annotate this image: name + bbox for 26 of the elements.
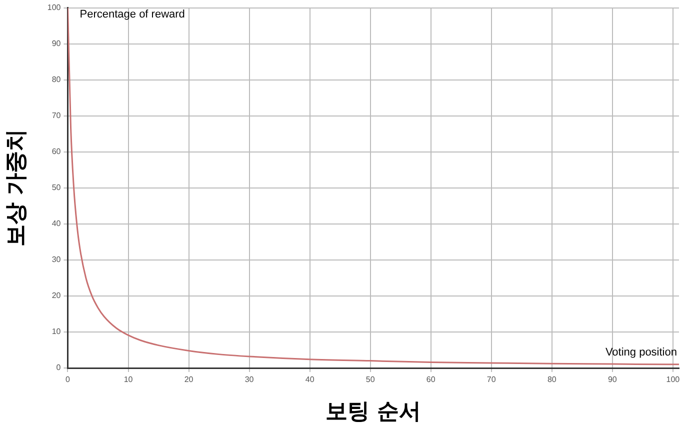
y-axis-title: 보상 가중치: [4, 129, 29, 247]
y-tick-label: 80: [52, 75, 62, 84]
x-tick-label: 80: [547, 375, 557, 384]
y-tick-label: 30: [52, 255, 62, 264]
x-tick-label: 0: [66, 375, 71, 384]
y-tick-label: 60: [52, 147, 62, 156]
y-tick-label: 10: [52, 327, 62, 336]
x-tick-label: 70: [486, 375, 496, 384]
x-tick-label: 60: [426, 375, 436, 384]
y-tick-label: 70: [52, 111, 62, 120]
y-tick-label: 50: [52, 183, 62, 192]
x-tick-label: 50: [366, 375, 376, 384]
x-axis-title: 보팅 순서: [326, 400, 422, 425]
y-tick-label: 0: [56, 363, 62, 372]
x-tick-label: 40: [305, 375, 315, 384]
y-tick-label: 40: [52, 219, 62, 228]
x-tick-label: 20: [184, 375, 194, 384]
y-tick-label: 100: [47, 3, 62, 12]
y-tick-label: 90: [52, 39, 62, 48]
x-tick-label: 100: [666, 375, 680, 384]
x-tick-label: 30: [244, 375, 254, 384]
x-tick-label: 10: [124, 375, 134, 384]
x-tick-label: 90: [608, 375, 618, 384]
annotation: Percentage of reward: [80, 8, 185, 20]
y-tick-label: 20: [52, 291, 62, 300]
annotation: Voting position: [605, 346, 677, 359]
